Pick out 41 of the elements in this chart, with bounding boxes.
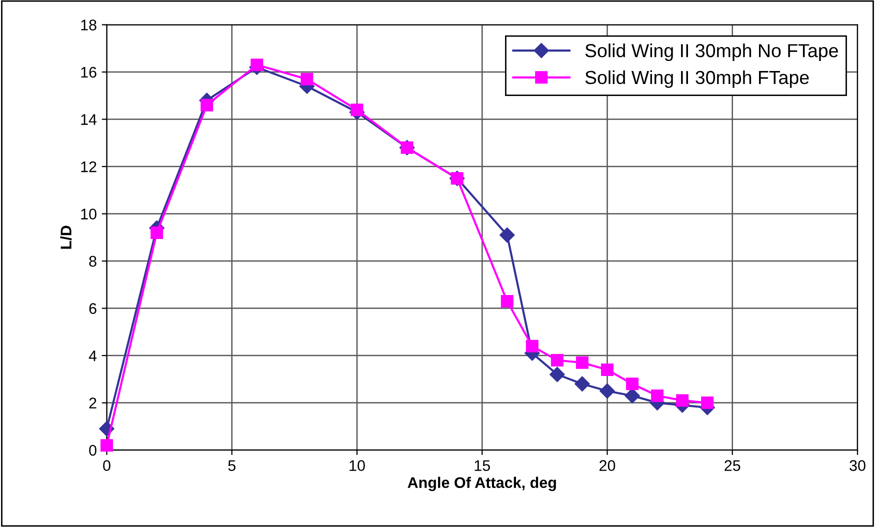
point: [574, 376, 590, 392]
y-tick-label: 10: [81, 208, 96, 220]
y-tick-label: 12: [81, 161, 96, 172]
point: [500, 294, 514, 308]
point: [624, 388, 640, 404]
x-tick-label: 25: [724, 460, 740, 471]
y-tick-label: 4: [88, 350, 97, 362]
point: [500, 227, 515, 243]
point: [601, 363, 614, 376]
y-tick-label: 6: [89, 303, 96, 314]
point: [676, 394, 689, 407]
point: [701, 396, 714, 410]
y-tick-label: 8: [89, 256, 96, 267]
legend-label: Solid Wing II 30mph No FTape: [585, 44, 838, 61]
x-tick-label: 30: [850, 460, 866, 471]
y-tick-label: 16: [81, 66, 96, 78]
point: [550, 366, 565, 382]
legend-label: Solid Wing II 30mph FTape: [585, 70, 809, 88]
point: [100, 439, 113, 452]
point: [350, 104, 364, 116]
point: [150, 226, 164, 239]
y-axis-title: L/D: [60, 226, 72, 249]
x-tick-label: 15: [474, 460, 490, 471]
point: [626, 378, 639, 390]
x-axis-title: Angle Of Attack, deg: [408, 476, 556, 492]
y-tick-label: 2: [89, 398, 96, 408]
y-tick-label: 14: [81, 114, 97, 125]
point: [550, 354, 564, 367]
point: [250, 58, 264, 72]
x-tick-label: 5: [228, 460, 236, 471]
point: [526, 340, 538, 352]
point: [300, 72, 314, 86]
point: [576, 356, 588, 369]
x-tick-label: 20: [600, 460, 616, 471]
point: [200, 98, 214, 112]
x-tick-label: 10: [350, 460, 365, 471]
y-tick-label: 0: [89, 444, 96, 456]
y-tick-label: 18: [81, 20, 96, 30]
x-tick-label: 0: [103, 460, 110, 471]
point: [651, 389, 664, 402]
point: [600, 383, 615, 399]
